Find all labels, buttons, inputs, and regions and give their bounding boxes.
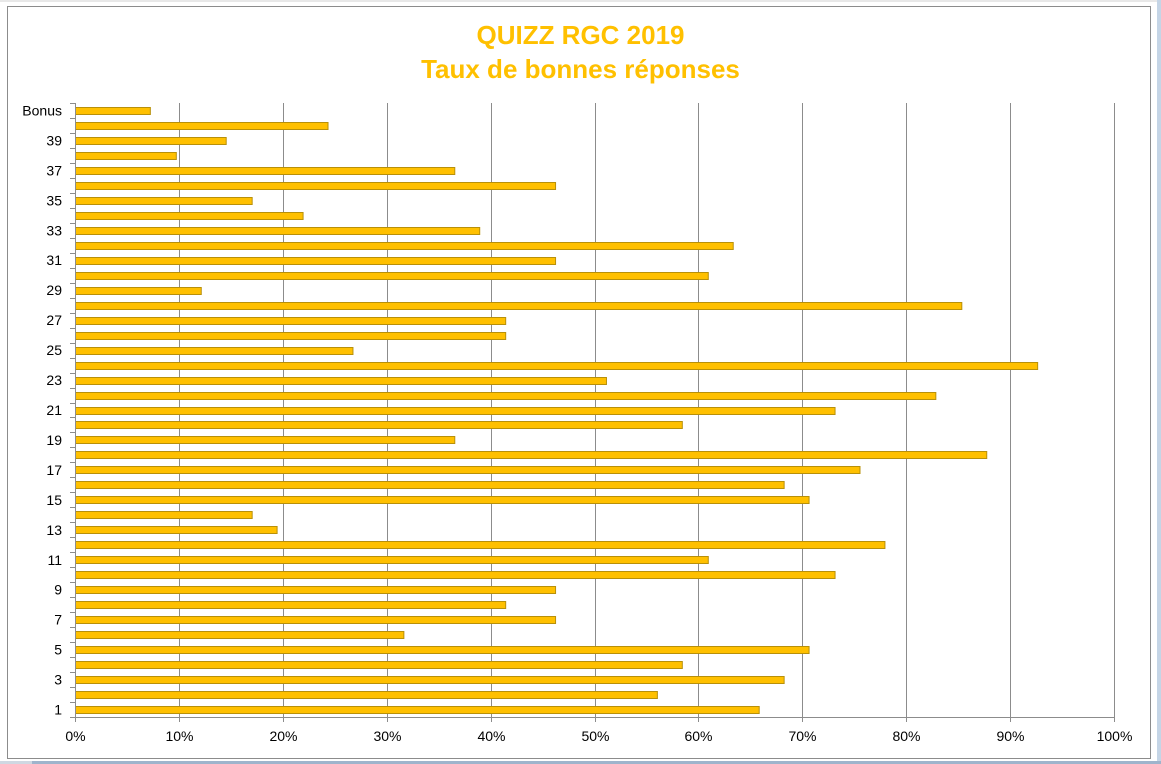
taskbar-strip (32, 761, 1161, 764)
bars (75, 107, 1039, 714)
y-tick-label: 39 (46, 132, 62, 148)
x-tick-label: 0% (65, 728, 85, 744)
y-tick-label: 7 (54, 612, 62, 628)
bar-15 (75, 496, 810, 504)
axes (70, 103, 1115, 722)
bar-22 (75, 392, 937, 400)
bar-30 (75, 272, 709, 280)
bar-20 (75, 421, 683, 429)
bar-34 (75, 212, 304, 220)
x-tick-label: 80% (892, 728, 920, 744)
y-tick-label: 5 (54, 642, 62, 658)
bar-38 (75, 152, 177, 160)
y-tick-label: 23 (46, 372, 62, 388)
x-tick-label: 50% (581, 728, 609, 744)
x-tick-labels: 0% 10% 20% 30% 40% 50% 60% 70% 80% 90% 100% (65, 728, 1132, 744)
x-tick-label: 40% (477, 728, 505, 744)
chart-title: QUIZZ RGC 2019 (476, 20, 685, 50)
window-top-edge (0, 0, 1157, 2)
bar-9 (75, 586, 557, 594)
bar-39 (75, 137, 227, 145)
x-tick-label: 70% (788, 728, 816, 744)
bar-8 (75, 601, 507, 609)
bar-bonus (75, 107, 151, 115)
x-tick-label: 20% (269, 728, 297, 744)
bar-10 (75, 571, 836, 579)
bar-11 (75, 556, 709, 564)
bar-3 (75, 676, 785, 684)
bar-28 (75, 302, 963, 310)
x-tick-label: 30% (373, 728, 401, 744)
bar-1 (75, 706, 760, 714)
chart-subtitle: Taux de bonnes réponses (421, 54, 740, 84)
bar-32 (75, 242, 734, 250)
y-tick-label: 21 (46, 402, 62, 418)
bar-25 (75, 347, 354, 355)
bar-27 (75, 317, 507, 325)
bar-35 (75, 197, 253, 205)
y-tick-label: 35 (46, 192, 62, 208)
y-tick-label: 33 (46, 222, 62, 238)
x-tick-label: 60% (684, 728, 712, 744)
bar-21 (75, 407, 836, 415)
bar-29 (75, 287, 202, 295)
y-tick-label: 15 (46, 492, 62, 508)
bar-23 (75, 377, 607, 385)
bar-5 (75, 646, 810, 654)
y-tick-label: 3 (54, 672, 62, 688)
y-tick-label: 37 (46, 162, 62, 178)
bar-16 (75, 481, 785, 489)
bar-6 (75, 631, 405, 639)
bar-2 (75, 691, 658, 699)
x-tick-label: 100% (1097, 728, 1133, 744)
x-tick-label: 10% (165, 728, 193, 744)
y-tick-label: 11 (47, 552, 62, 568)
bar-14 (75, 511, 253, 519)
bar-40 (75, 122, 329, 130)
bar-37 (75, 167, 456, 175)
y-tick-label: 31 (46, 252, 62, 268)
y-tick-label: 13 (46, 522, 62, 538)
y-tick-label: 29 (46, 282, 62, 298)
bar-31 (75, 257, 557, 265)
bar-24 (75, 362, 1039, 370)
bar-17 (75, 466, 861, 474)
y-tick-label: 19 (46, 432, 62, 448)
bar-4 (75, 661, 683, 669)
y-tick-label: 9 (54, 582, 62, 598)
bar-18 (75, 451, 988, 459)
bar-36 (75, 182, 557, 190)
bar-12 (75, 541, 886, 549)
bar-33 (75, 227, 481, 235)
y-tick-label: 1 (54, 702, 62, 718)
y-tick-label: 25 (46, 342, 62, 358)
bar-13 (75, 526, 278, 534)
x-tick-label: 90% (996, 728, 1024, 744)
y-tick-label: 27 (46, 312, 62, 328)
window-right-edge (1157, 0, 1161, 764)
y-tick-label: 17 (46, 462, 62, 478)
y-tick-label: Bonus (22, 102, 62, 118)
bar-7 (75, 616, 557, 624)
bar-26 (75, 332, 507, 340)
bar-19 (75, 436, 456, 444)
